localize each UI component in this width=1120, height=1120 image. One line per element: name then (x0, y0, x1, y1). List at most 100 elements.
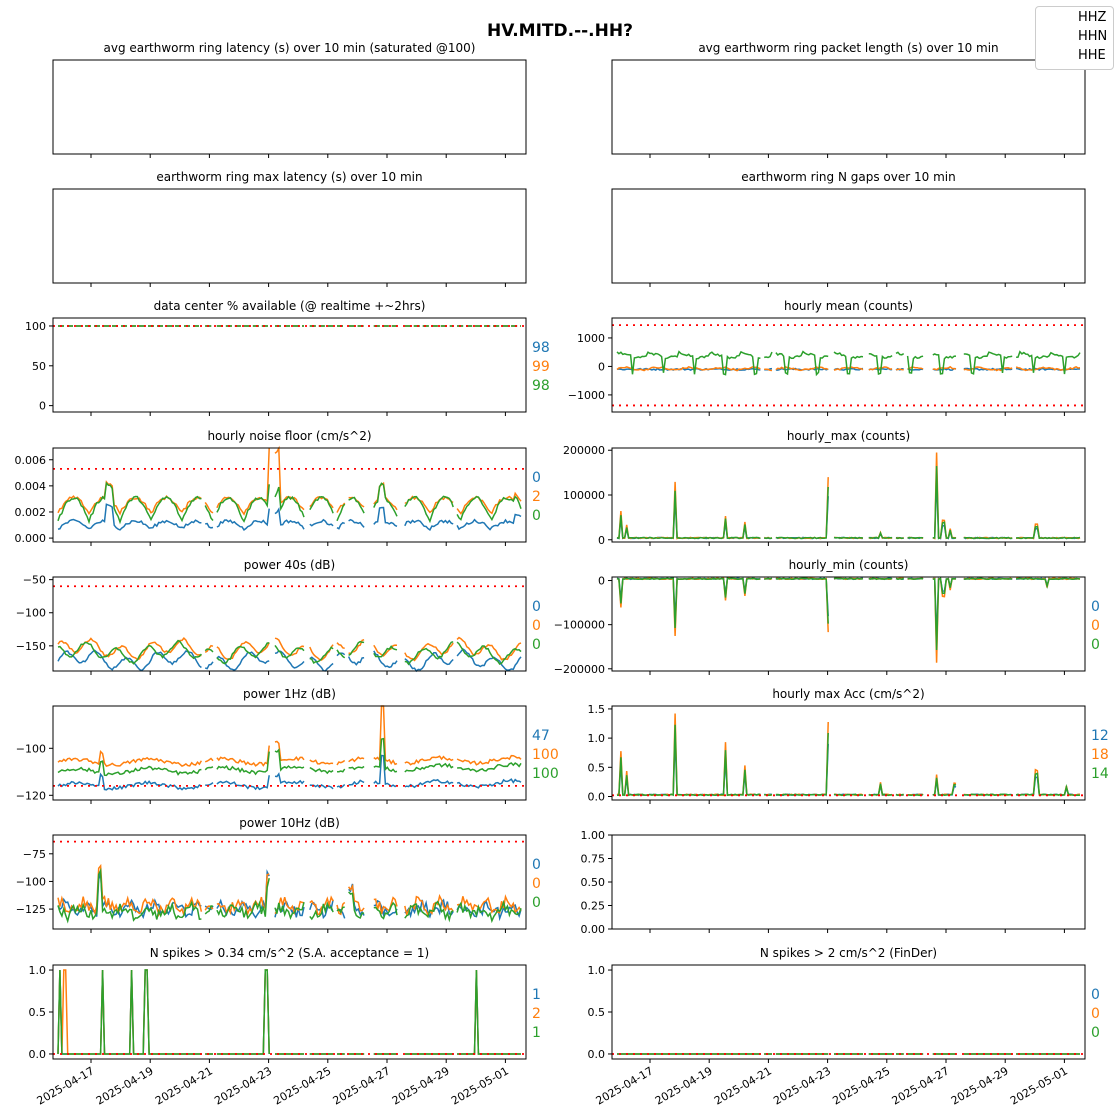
x-tick-label: 2025-04-27 (890, 1064, 952, 1107)
panel-p14: 0.00 0.25 0.50 0.75 1.00 (581, 829, 1086, 936)
panel-title: hourly mean (counts) (784, 299, 913, 313)
panel-title: earthworm ring max latency (s) over 10 m… (156, 170, 422, 184)
panel-title: hourly max Acc (cm/s^2) (772, 687, 924, 701)
axes-frame (52, 188, 527, 284)
x-tick-label: 2025-04-23 (212, 1064, 274, 1107)
series-line-hhn (616, 452, 1081, 540)
panel-title: N spikes > 2 cm/s^2 (FinDer) (760, 946, 937, 960)
y-tick-label: 1.0 (588, 732, 606, 745)
y-tick-label: 0.002 (15, 506, 47, 519)
y-tick-label: 0.5 (588, 761, 606, 774)
series-line-hhe (57, 737, 522, 777)
y-tick-label: 0.000 (15, 532, 47, 545)
panel-title: data center % available (@ realtime +~2h… (154, 299, 426, 313)
y-tick-label: −100000 (554, 619, 605, 632)
series-line-hhz (616, 737, 1081, 797)
axes-frame (611, 59, 1086, 155)
y-tick-label: 0 (598, 575, 605, 588)
panel-p4: earthworm ring N gaps over 10 min (611, 170, 1086, 287)
panel-p1: avg earthworm ring latency (s) over 10 m… (52, 41, 527, 158)
y-tick-label: 0.006 (15, 454, 47, 467)
panel-title: earthworm ring N gaps over 10 min (741, 170, 955, 184)
panel-p15: N spikes > 0.34 cm/s^2 (S.A. acceptance … (29, 946, 541, 1108)
side-value-hhn: 100 (532, 747, 559, 763)
panel-p13: power 10Hz (dB) −125 −100 −75 0 0 0 (16, 816, 541, 933)
y-tick-label: −150 (16, 640, 46, 653)
axes-frame (52, 964, 527, 1060)
y-tick-label: 0.0 (588, 1048, 606, 1061)
axes-frame (52, 317, 527, 413)
x-tick-label: 2025-04-25 (271, 1064, 333, 1107)
legend-item-hhn: HHN (1078, 29, 1108, 44)
y-tick-label: 100 (25, 320, 46, 333)
side-value-hhe: 100 (532, 766, 559, 782)
y-tick-label: 1.00 (581, 829, 606, 842)
side-value-hhn: 0 (1091, 618, 1100, 634)
series-line-hhe (617, 724, 1081, 797)
y-tick-label: 50 (32, 360, 46, 373)
panel-title: power 1Hz (dB) (243, 687, 336, 701)
side-value-hhn: 0 (1091, 1006, 1100, 1022)
series-line-hhe (616, 350, 1081, 377)
axes-frame (52, 705, 527, 801)
panel-title: avg earthworm ring packet length (s) ove… (698, 41, 998, 55)
axes-frame (611, 576, 1086, 672)
series-line-hhn (57, 636, 522, 662)
series-line-hhz (57, 503, 522, 531)
y-tick-label: 0 (598, 534, 605, 547)
y-tick-label: −100 (16, 742, 46, 755)
side-value-hhe: 0 (1091, 637, 1100, 653)
side-value-hhz: 0 (1091, 987, 1100, 1003)
x-tick-label: 2025-04-21 (153, 1064, 215, 1107)
y-tick-label: 0.5 (588, 1006, 606, 1019)
side-value-hhn: 2 (532, 489, 541, 505)
side-value-hhz: 0 (532, 857, 541, 873)
panel-p11: power 1Hz (dB) −120 −100 47 100 100 (16, 687, 559, 804)
figure-title: HV.MITD.--.HH? (487, 21, 633, 41)
axes-frame (611, 317, 1086, 413)
series-line-hhe (57, 481, 522, 525)
side-value-hhe: 1 (532, 1025, 541, 1041)
x-tick-label: 2025-04-23 (771, 1064, 833, 1107)
panel-title: hourly_max (counts) (787, 429, 910, 443)
legend-item-hhz: HHZ (1078, 10, 1107, 25)
x-tick-label: 2025-04-29 (949, 1064, 1011, 1107)
y-tick-label: 1.0 (29, 964, 47, 977)
axes-frame (52, 447, 527, 543)
series-line-hhz (616, 577, 1080, 638)
panel-title: power 40s (dB) (244, 558, 335, 572)
panel-p9: power 40s (dB) −150 −100 −50 0 0 0 (16, 558, 541, 675)
y-tick-label: 1000 (577, 332, 605, 345)
panel-p12: hourly max Acc (cm/s^2) 0.0 0.5 1.0 1.5 12 18 1… (588, 687, 1109, 804)
panel-p10: hourly_min (counts) −200000 −100000 0 0 0 0 (554, 558, 1100, 676)
x-tick-label: 2025-04-21 (712, 1064, 774, 1107)
panel-title: power 10Hz (dB) (239, 816, 340, 830)
series-line-hhe (57, 969, 521, 1055)
side-value-hhn: 18 (1091, 747, 1109, 763)
y-tick-label: 0.0 (588, 790, 606, 803)
x-tick-label: 2025-04-17 (35, 1064, 97, 1107)
panel-title: hourly noise floor (cm/s^2) (207, 429, 371, 443)
axes-frame (611, 705, 1086, 801)
side-value-hhe: 14 (1091, 766, 1109, 782)
y-tick-label: 0.5 (29, 1006, 47, 1019)
side-value-hhz: 0 (532, 470, 541, 486)
axes-frame (611, 188, 1086, 284)
panel-p16: N spikes > 2 cm/s^2 (FinDer) 0.0 0.5 1.0 202… (588, 946, 1100, 1108)
side-value-hhn: 0 (532, 618, 541, 634)
panel-p7: hourly noise floor (cm/s^2) 0.000 0.002 0.0… (15, 429, 541, 546)
side-value-hhe: 0 (532, 895, 541, 911)
axes-frame (52, 59, 527, 155)
x-tick-label: 2025-05-01 (1008, 1064, 1070, 1107)
series-line-hhe (616, 577, 1081, 651)
panel-title: hourly_min (counts) (789, 558, 909, 572)
panel-p3: earthworm ring max latency (s) over 10 m… (52, 170, 527, 287)
legend: HHZ HHN HHE (1035, 6, 1114, 70)
axes-frame (611, 447, 1086, 543)
side-value-hhe: 0 (532, 508, 541, 524)
side-value-hhe: 0 (532, 637, 541, 653)
side-value-hhe: 98 (532, 378, 550, 394)
side-value-hhe: 0 (1091, 1025, 1100, 1041)
panel-p5: data center % available (@ realtime +~2h… (25, 299, 550, 416)
y-tick-label: 0 (39, 400, 46, 413)
